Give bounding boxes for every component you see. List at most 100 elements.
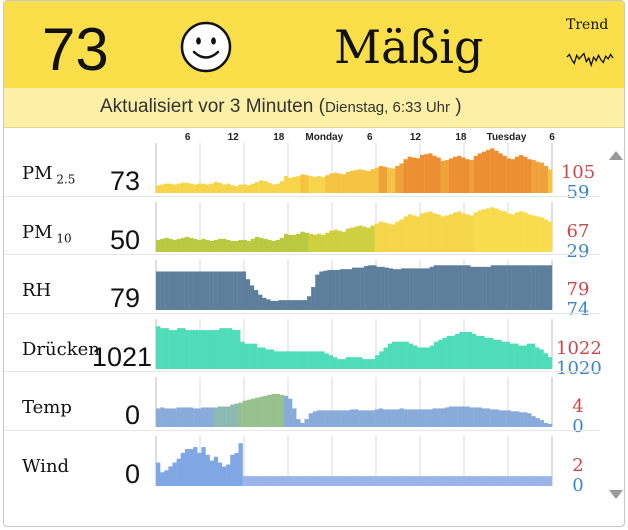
chart-bar	[486, 149, 491, 193]
chart-bar	[259, 180, 264, 193]
chart-bar	[345, 228, 351, 252]
chart-bar	[467, 331, 473, 369]
chart-bar	[300, 231, 305, 252]
chart-bar	[413, 268, 418, 311]
chart-bar	[286, 351, 292, 369]
chart-bar	[444, 160, 450, 193]
aqi-value: 73	[42, 16, 109, 83]
chart-bar	[263, 396, 268, 428]
chart-bar	[478, 267, 483, 311]
chart-bar	[461, 406, 466, 428]
chart-bar	[547, 221, 553, 252]
chart-bar	[295, 351, 300, 369]
chart-pressure[interactable]	[155, 318, 553, 369]
chart-bar	[370, 476, 375, 486]
chart-bar	[210, 329, 216, 369]
chart-bar	[333, 229, 338, 252]
row-label-text: Drücken	[22, 338, 100, 360]
trend-label[interactable]: Trend	[566, 17, 609, 33]
chart-bar	[396, 269, 402, 311]
chart-bar	[530, 343, 536, 369]
chart-bar	[481, 208, 487, 252]
chart-bar	[391, 341, 397, 369]
row-min-wind: 0	[572, 475, 584, 496]
chart-bar	[523, 412, 528, 428]
chart-bar	[304, 419, 309, 428]
chart-bar	[444, 407, 450, 428]
chart-bar	[325, 232, 330, 252]
chart-bar	[498, 153, 503, 193]
chart-bar	[432, 212, 437, 252]
chart-bar	[515, 265, 520, 311]
scroll-up-arrow-icon[interactable]	[609, 151, 623, 160]
chart-bar	[189, 237, 194, 252]
chart-bar	[282, 300, 287, 311]
chart-bar	[205, 454, 210, 486]
chart-bar	[388, 268, 393, 311]
chart-bar	[417, 268, 422, 311]
chart-bar	[263, 476, 268, 486]
chart-bar	[539, 420, 544, 428]
chart-bar	[531, 416, 536, 428]
row-max-pressure: 1022	[556, 337, 602, 359]
chart-bar	[279, 476, 285, 486]
chart-bar	[382, 409, 388, 428]
chart-bar	[470, 267, 475, 311]
chart-bar	[267, 395, 272, 428]
chart-bar	[274, 301, 279, 311]
chart-bar	[176, 271, 181, 311]
chart-pm10[interactable]	[155, 201, 553, 252]
chart-bar	[356, 267, 361, 311]
chart-bar	[275, 394, 280, 428]
chart-wind[interactable]	[155, 436, 553, 486]
chart-bar	[279, 237, 285, 252]
chart-bar	[230, 454, 235, 486]
chart-bar	[543, 265, 549, 311]
chart-bar	[180, 271, 185, 311]
row-label-text: PM	[22, 221, 53, 243]
chart-bar	[535, 418, 540, 428]
chart-bar	[349, 476, 355, 486]
chart-temp[interactable]	[155, 377, 553, 428]
chart-bar	[275, 239, 280, 252]
chart-rh[interactable]	[155, 260, 553, 311]
row-min-temp: 0	[572, 416, 584, 438]
chart-bar	[205, 239, 210, 252]
row-value-pm10: 50	[109, 224, 140, 255]
chart-bar	[267, 239, 272, 252]
chart-bar	[335, 270, 340, 311]
chart-bar	[324, 353, 329, 369]
chart-bar	[307, 351, 313, 369]
chart-bar	[246, 185, 252, 193]
chart-bar	[391, 224, 396, 252]
chart-bar	[304, 232, 309, 252]
chart-bar	[230, 185, 235, 193]
chart-bar	[407, 156, 412, 193]
chart-bar	[303, 351, 308, 369]
chart-bar	[290, 300, 295, 311]
row-label-temp: Temp	[22, 397, 72, 418]
chart-bar	[432, 155, 437, 193]
chart-bar	[180, 452, 186, 486]
chart-bar	[201, 183, 206, 193]
chart-bar	[543, 476, 549, 486]
chart-bar	[539, 217, 544, 252]
trend-sparkline[interactable]	[565, 45, 615, 71]
chart-pm25[interactable]: 6 12 18 Monday 6 12 18 Tuesday 6	[155, 132, 555, 193]
chart-bar	[238, 403, 243, 428]
chart-bar	[509, 343, 515, 369]
chart-bar	[539, 476, 544, 486]
chart-bar	[160, 327, 165, 369]
chart-bar	[471, 333, 477, 369]
chart-bar	[172, 184, 177, 193]
chart-bar	[539, 162, 544, 193]
chart-bar	[498, 476, 503, 486]
chart-bar	[428, 153, 433, 193]
chart-bar	[320, 351, 325, 369]
scroll-down-arrow-icon[interactable]	[609, 490, 623, 499]
axis-tick-label: 12	[228, 132, 240, 143]
chart-bar	[453, 476, 458, 486]
chart-bar	[226, 183, 231, 193]
chart-bar	[473, 476, 478, 486]
chart-bar	[379, 351, 384, 369]
